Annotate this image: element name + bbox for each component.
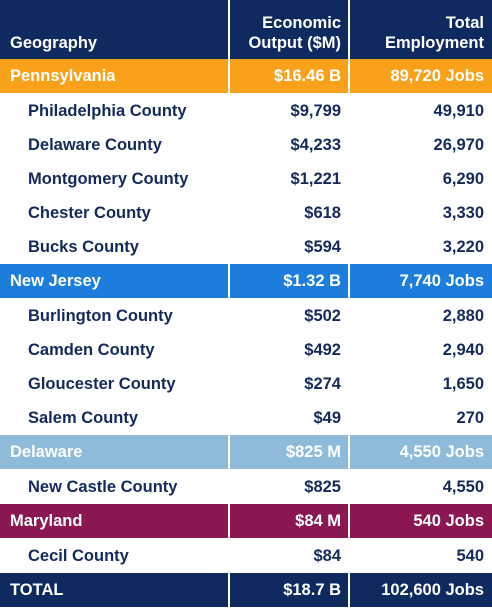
cell: Pennsylvania: [0, 59, 230, 93]
cell: $18.7 B: [230, 573, 350, 607]
cell: $84: [230, 539, 350, 573]
cell: Gloucester County: [0, 367, 230, 401]
region-row: Pennsylvania $16.46 B 89,720 Jobs: [0, 59, 492, 94]
cell: $274: [230, 367, 350, 401]
cell: Cecil County: [0, 539, 230, 573]
cell: 2,940: [442, 340, 484, 359]
region-row: Maryland $84 M 540 Jobs: [0, 504, 492, 539]
cell: $4,233: [230, 128, 350, 162]
cell: $825: [230, 470, 350, 504]
cell: $16.46 B: [230, 59, 350, 93]
cell: 4,550 Jobs: [350, 435, 492, 469]
cell: Camden County: [0, 333, 230, 367]
county-row: Chester County $618 3,330: [0, 196, 492, 230]
cell: 102,600 Jobs: [350, 573, 492, 607]
cell: Economic Output ($M): [230, 0, 350, 59]
cell: Chester County: [0, 196, 230, 230]
cell: New Castle County: [0, 470, 230, 504]
cell: 2,880: [442, 306, 484, 325]
cell: 7,740 Jobs: [350, 264, 492, 298]
header-row: Geography Economic Output ($M) Total Emplo…: [0, 0, 492, 59]
cell: Bucks County: [0, 230, 230, 264]
cell: 3,220: [442, 237, 484, 256]
county-row: Bucks County $594 3,220: [0, 230, 492, 264]
county-row: Cecil County $84 540: [0, 539, 492, 573]
cell: $618: [230, 196, 350, 230]
cell: 3,330: [442, 203, 484, 222]
cell: $825 M: [230, 435, 350, 469]
county-row: New Castle County $825 4,550: [0, 470, 492, 504]
cell: $9,799: [230, 94, 350, 128]
cell: Montgomery County: [0, 162, 230, 196]
cell: $492: [230, 333, 350, 367]
cell: 89,720 Jobs: [350, 59, 492, 93]
county-row: Delaware County $4,233 26,970: [0, 128, 492, 162]
cell: 540 Jobs: [350, 504, 492, 538]
total-row: TOTAL $18.7 B 102,600 Jobs: [0, 573, 492, 608]
cell: 49,910: [433, 101, 484, 120]
cell: 6,290: [442, 169, 484, 188]
cell: Maryland: [0, 504, 230, 538]
cell: Delaware County: [0, 128, 230, 162]
county-row: Burlington County $502 2,880: [0, 299, 492, 333]
cell: Burlington County: [0, 299, 230, 333]
region-row: New Jersey $1.32 B 7,740 Jobs: [0, 264, 492, 299]
cell: $594: [230, 230, 350, 264]
cell: 540: [456, 546, 484, 565]
cell: New Jersey: [0, 264, 230, 298]
cell: Total Employment: [350, 0, 492, 59]
region-row: Delaware $825 M 4,550 Jobs: [0, 435, 492, 470]
cell: $502: [230, 299, 350, 333]
county-row: Salem County $49 270: [0, 401, 492, 435]
cell: 4,550: [442, 477, 484, 496]
county-row: Camden County $492 2,940: [0, 333, 492, 367]
cell: 270: [456, 408, 484, 427]
cell: $1,221: [230, 162, 350, 196]
cell: Geography: [0, 0, 230, 59]
cell: $49: [230, 401, 350, 435]
cell: 26,970: [433, 135, 484, 154]
cell: $1.32 B: [230, 264, 350, 298]
county-row: Philadelphia County $9,799 49,910: [0, 94, 492, 128]
county-row: Montgomery County $1,221 6,290: [0, 162, 492, 196]
cell: 1,650: [442, 374, 484, 393]
cell: Salem County: [0, 401, 230, 435]
cell: $84 M: [230, 504, 350, 538]
cell: Delaware: [0, 435, 230, 469]
cell: Philadelphia County: [0, 94, 230, 128]
county-row: Gloucester County $274 1,650: [0, 367, 492, 401]
cell: TOTAL: [0, 573, 230, 607]
